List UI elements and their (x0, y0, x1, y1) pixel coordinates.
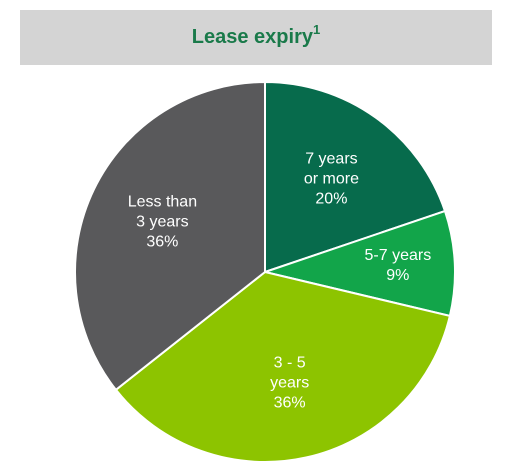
value-label: 36% (146, 234, 178, 251)
pie-slice (261, 209, 456, 318)
category-label: years (270, 375, 309, 392)
value-label: 20% (315, 191, 347, 208)
category-label: 7 years (305, 151, 357, 168)
chart-title: Lease expiry (192, 26, 314, 48)
title-band (20, 10, 492, 65)
pie-slice (114, 270, 452, 463)
value-label: 9% (386, 267, 409, 284)
category-label: 3 - 5 (274, 355, 306, 372)
category-label: 5-7 years (365, 247, 432, 264)
title-note: 1 (313, 22, 320, 37)
slice-label: 7 years or more 20% (304, 151, 359, 208)
slice-label: 3 - 5 years 36% (270, 355, 309, 412)
pie-slice (74, 80, 266, 392)
value-label: 36% (274, 395, 306, 412)
category-label: 3 years (136, 214, 188, 231)
pie-slice (264, 80, 447, 274)
slice-label: 5-7 years 9% (365, 247, 432, 284)
category-label: or more (304, 171, 359, 188)
chart-title-group: Lease expiry1 (192, 22, 320, 48)
category-label: Less than (128, 194, 197, 211)
slice-label: Less than 3 years 36% (128, 194, 197, 251)
